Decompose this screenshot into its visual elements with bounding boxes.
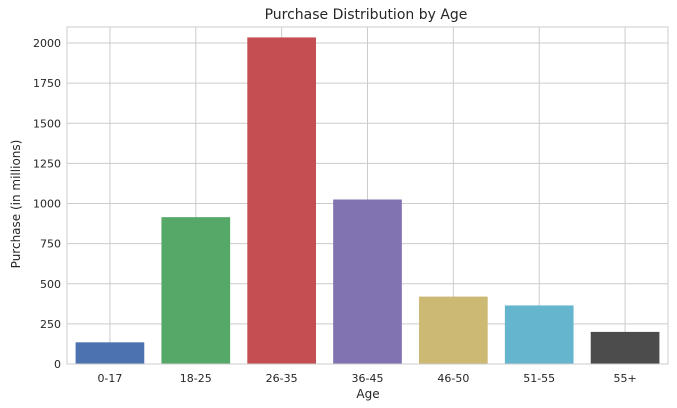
- x-tick-labels: 0-17 18-25 26-35 36-45 46-50 51-55 55+: [97, 372, 636, 385]
- y-tick-label: 0: [54, 358, 61, 371]
- bars: [75, 37, 660, 364]
- bar-51-55: [504, 305, 574, 364]
- x-tick-label: 55+: [613, 372, 636, 385]
- y-tick-label: 2000: [33, 37, 61, 50]
- bar-0-17: [75, 342, 145, 364]
- y-tick-labels: 0 250 500 750 1000 1250 1500 1750 2000: [33, 37, 61, 371]
- x-axis-label: Age: [356, 387, 379, 401]
- x-tick-label: 36-45: [352, 372, 384, 385]
- x-tick-label: 18-25: [180, 372, 212, 385]
- y-axis-label: Purchase (in millions): [9, 140, 23, 269]
- x-tick-label: 0-17: [97, 372, 122, 385]
- bar-36-45: [333, 199, 402, 364]
- y-tick-label: 1750: [33, 77, 61, 90]
- x-tick-label: 26-35: [266, 372, 298, 385]
- x-tick-label: 46-50: [437, 372, 469, 385]
- bar-18-25: [161, 217, 231, 364]
- y-tick-label: 1000: [33, 198, 61, 211]
- x-tick-label: 51-55: [523, 372, 555, 385]
- y-tick-label: 1500: [33, 117, 61, 130]
- y-tick-label: 750: [40, 238, 61, 251]
- chart-title: Purchase Distribution by Age: [265, 7, 468, 23]
- bar-55+: [590, 331, 660, 364]
- bar-46-50: [419, 296, 488, 364]
- plot-frame: [66, 26, 669, 365]
- y-tick-label: 1250: [33, 157, 61, 170]
- y-tick-label: 250: [40, 318, 61, 331]
- bar-26-35: [247, 37, 316, 364]
- y-tick-label: 500: [40, 278, 61, 291]
